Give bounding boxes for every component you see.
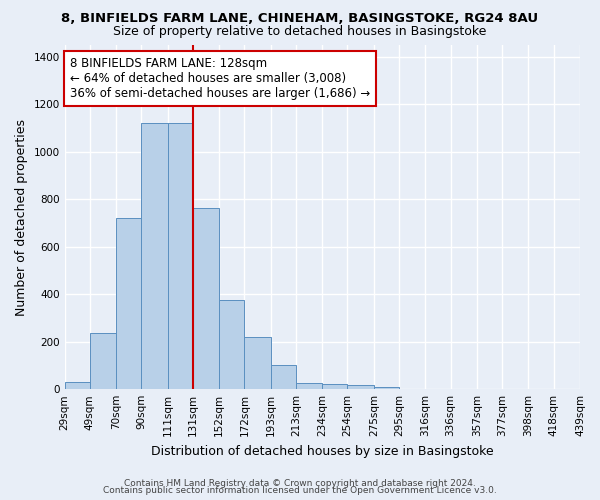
- Bar: [116, 218, 142, 389]
- Bar: [374, 387, 399, 389]
- Text: 8, BINFIELDS FARM LANE, CHINEHAM, BASINGSTOKE, RG24 8AU: 8, BINFIELDS FARM LANE, CHINEHAM, BASING…: [61, 12, 539, 26]
- Text: Contains public sector information licensed under the Open Government Licence v3: Contains public sector information licen…: [103, 486, 497, 495]
- Bar: [296, 382, 322, 389]
- Bar: [90, 334, 116, 389]
- Y-axis label: Number of detached properties: Number of detached properties: [15, 118, 28, 316]
- Bar: [142, 124, 168, 389]
- Bar: [347, 385, 374, 389]
- Bar: [244, 337, 271, 389]
- Text: Size of property relative to detached houses in Basingstoke: Size of property relative to detached ho…: [113, 25, 487, 38]
- Text: Contains HM Land Registry data © Crown copyright and database right 2024.: Contains HM Land Registry data © Crown c…: [124, 478, 476, 488]
- Bar: [271, 366, 296, 389]
- Bar: [322, 384, 347, 389]
- X-axis label: Distribution of detached houses by size in Basingstoke: Distribution of detached houses by size …: [151, 444, 494, 458]
- Text: 8 BINFIELDS FARM LANE: 128sqm
← 64% of detached houses are smaller (3,008)
36% o: 8 BINFIELDS FARM LANE: 128sqm ← 64% of d…: [70, 57, 370, 100]
- Bar: [168, 124, 193, 389]
- Bar: [65, 382, 90, 389]
- Bar: [193, 208, 219, 389]
- Bar: [219, 300, 244, 389]
